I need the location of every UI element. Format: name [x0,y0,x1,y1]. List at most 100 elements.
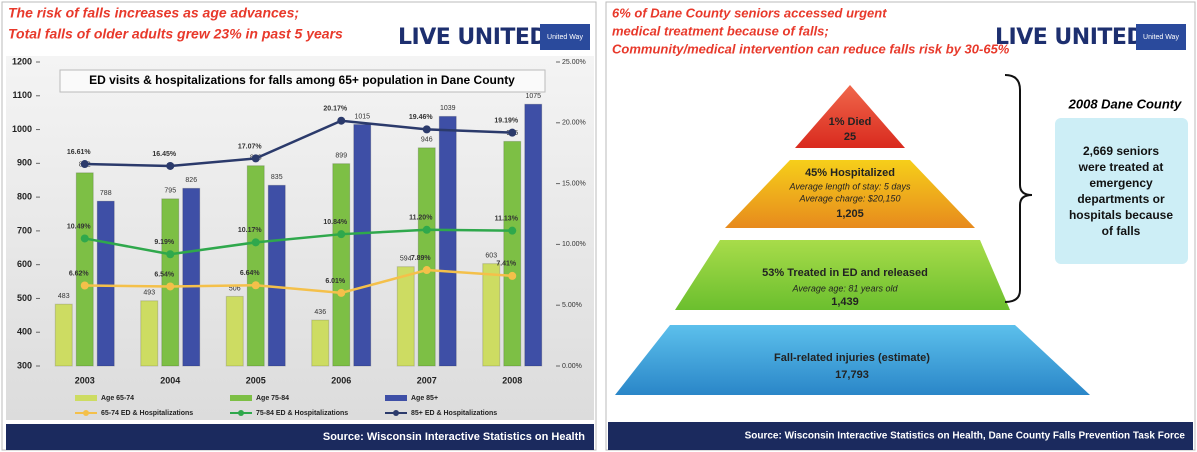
bar [397,267,414,366]
chart-title: ED visits & hospitalizations for falls a… [89,73,515,87]
bar [333,164,350,366]
line-marker [166,162,174,170]
line-value-label: 19.46% [409,114,434,121]
line-value-label: 16.61% [67,149,92,156]
side-text: were treated at [1078,160,1164,174]
line-marker [252,238,260,246]
bar-value-label: 946 [421,137,433,144]
line-marker [252,154,260,162]
x-tick-label: 2008 [502,375,522,385]
bar-value-label: 483 [58,293,70,300]
bar-value-label: 493 [143,290,155,297]
bar-value-label: 835 [271,174,283,181]
x-tick-label: 2005 [246,375,266,385]
x-tick-label: 2003 [75,375,95,385]
y2-tick-label: 10.00% [562,241,586,248]
line-marker [166,250,174,258]
bar [483,264,500,366]
pyramid-note: Average charge: $20,150 [799,193,901,203]
legend-swatch [230,395,252,401]
y-tick-label: 900 [17,158,32,168]
bar-value-label: 899 [335,153,347,160]
logo-text: LIVE UNITED [398,25,547,50]
bar [55,304,72,366]
legend-swatch [385,395,407,401]
bar [525,104,542,366]
pyramid-count: 17,793 [835,369,869,381]
line-marker [252,281,260,289]
y-tick-label: 1200 [12,56,32,66]
source: Source: Wisconsin Interactive Statistics… [323,431,585,443]
pyramid-note: Average length of stay: 5 days [789,181,911,191]
y2-tick-label: 15.00% [562,180,586,187]
side-text: of falls [1102,224,1141,238]
pyramid-count: 1,439 [831,296,859,308]
line-value-label: 6.64% [240,270,261,277]
legend-label: 85+ ED & Hospitalizations [411,410,497,417]
bar [141,301,158,366]
line-marker [81,160,89,168]
x-tick-label: 2004 [160,375,180,385]
bar-value-label: 788 [100,190,112,197]
bar [439,116,456,366]
side-text: emergency [1089,176,1153,190]
right-slide: 6% of Dane County seniors accessed urgen… [606,2,1195,450]
x-tick-label: 2007 [417,375,437,385]
line-marker [81,234,89,242]
y2-tick-label: 25.00% [562,59,586,66]
bar [183,188,200,366]
y2-tick-label: 5.00% [562,302,582,309]
heading-line: Total falls of older adults grew 23% in … [8,26,343,42]
bar [268,185,285,366]
bar [97,201,114,366]
y-tick-label: 600 [17,259,32,269]
x-tick-label: 2006 [331,375,351,385]
y-tick-label: 400 [17,327,32,337]
line-marker [423,125,431,133]
line-value-label: 19.19% [494,117,519,124]
source: Source: Wisconsin Interactive Statistics… [745,431,1186,442]
bar-value-label: 795 [164,188,176,195]
bar [226,296,243,366]
y-tick-label: 1000 [12,124,32,134]
line-value-label: 9.19% [154,239,175,246]
legend-label: 75-84 ED & Hospitalizations [256,410,348,417]
line-value-label: 10.49% [67,223,92,230]
y-tick-label: 800 [17,191,32,201]
line-value-label: 20.17% [323,106,348,113]
side-text: departments or [1077,192,1165,206]
bar [354,124,371,366]
pyramid-label: 45% Hospitalized [805,167,895,179]
line-value-label: 10.17% [238,227,263,234]
legend-label: Age 85+ [411,395,438,402]
line-value-label: 6.54% [154,271,175,278]
line-marker [337,117,345,125]
pyramid-label: 53% Treated in ED and released [762,267,928,279]
line-marker [337,230,345,238]
line-marker [337,289,345,297]
line-value-label: 11.20% [409,215,433,222]
y2-tick-label: 20.00% [562,120,586,127]
side-text: hospitals because [1069,208,1173,222]
heading-line: medical treatment because of falls; [612,23,829,38]
y-tick-label: 500 [17,293,32,303]
bar [247,166,264,366]
line-value-label: 11.13% [495,216,519,223]
logo-badge-text: United Way [547,34,583,41]
line-marker [508,129,516,137]
line-value-label: 7.89% [411,255,432,262]
bar-value-label: 1039 [440,105,456,112]
line-value-label: 6.01% [325,278,346,285]
bar-value-label: 1075 [525,93,541,100]
y-tick-label: 1100 [12,90,32,100]
legend-swatch [75,395,97,401]
line-value-label: 17.07% [238,143,263,150]
pyramid-count: 1,205 [836,208,864,220]
heading-line: 6% of Dane County seniors accessed urgen… [612,5,887,20]
legend-label: 65-74 ED & Hospitalizations [101,410,193,417]
legend-label: Age 65-74 [101,395,134,402]
side-title: 2008 Dane County [1068,96,1182,111]
screenshot: The risk of falls increases as age advan… [0,0,1197,452]
bar [162,199,179,366]
line-value-label: 7.41% [496,261,517,268]
